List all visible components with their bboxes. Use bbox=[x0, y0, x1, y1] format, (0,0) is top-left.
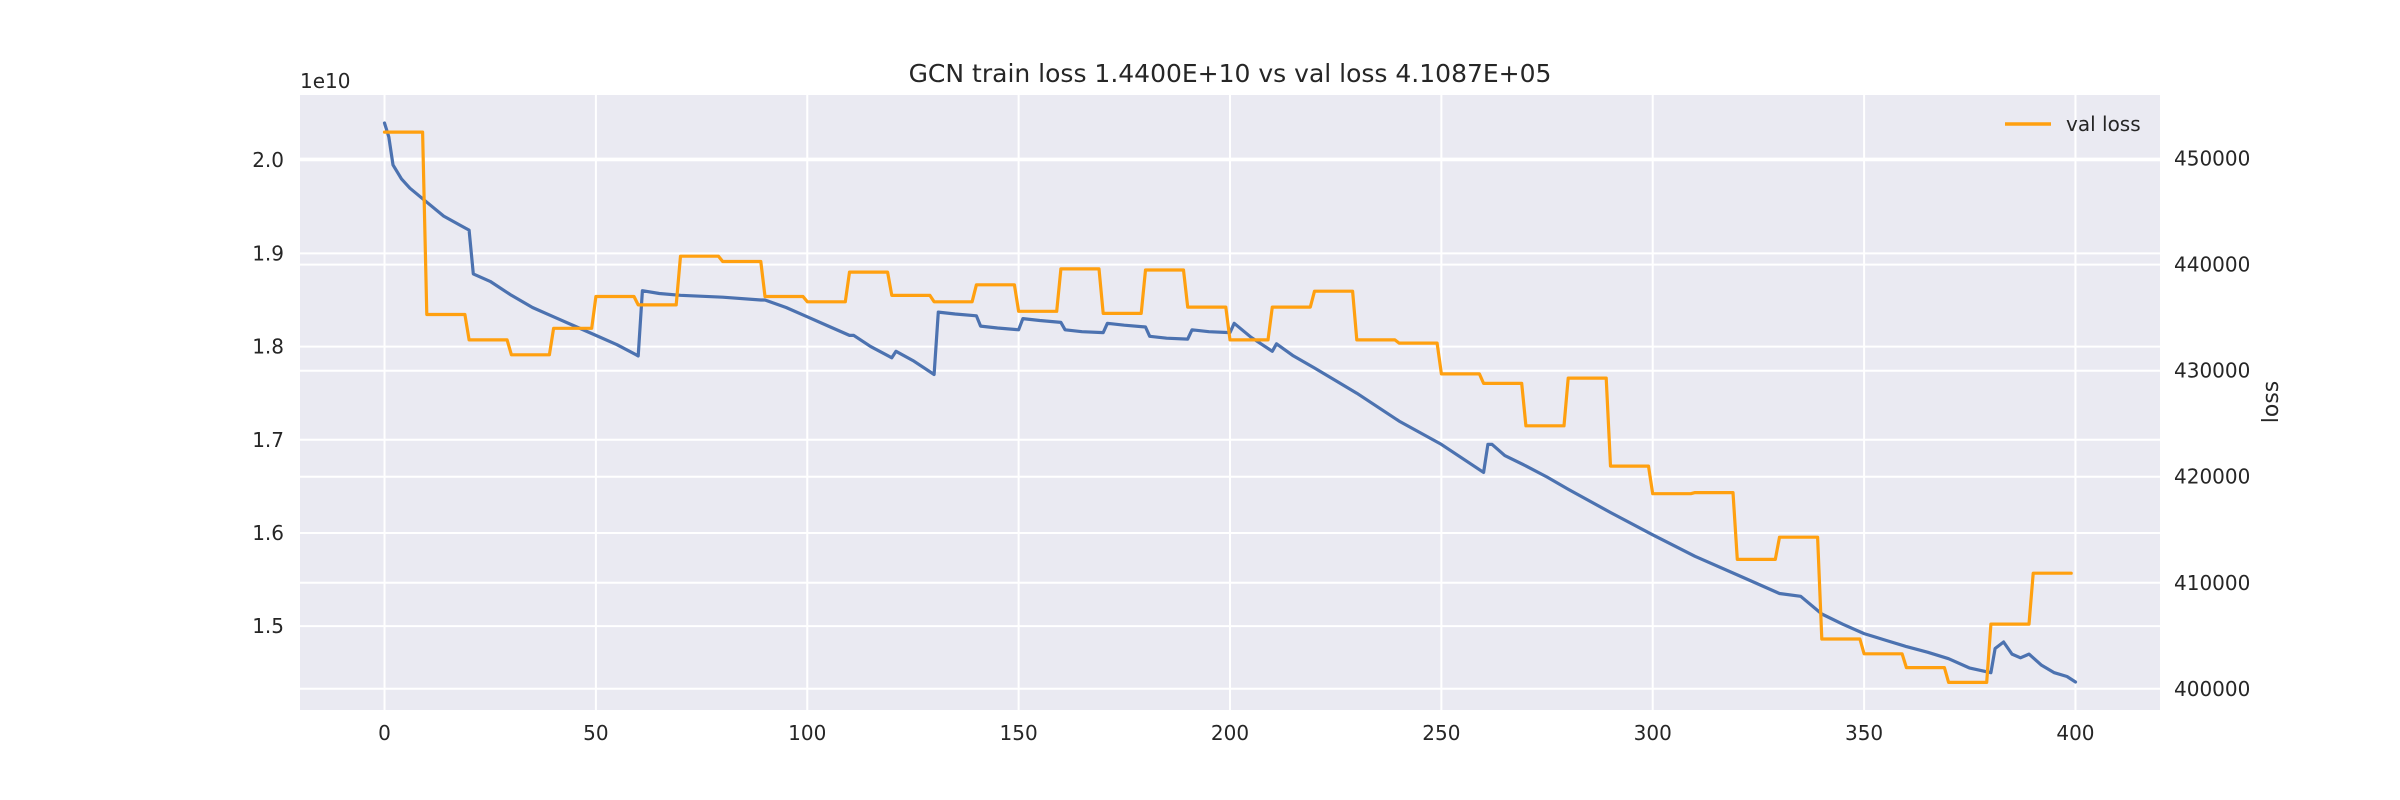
legend: val loss bbox=[2005, 112, 2141, 136]
grid bbox=[300, 95, 2160, 710]
y-right-tick-label: 400000 bbox=[2174, 677, 2250, 701]
y-left-tick-label: 1.8 bbox=[252, 335, 284, 359]
x-tick-label: 300 bbox=[1634, 721, 1672, 745]
y-right-tick-label: 440000 bbox=[2174, 253, 2250, 277]
x-tick-label: 0 bbox=[378, 721, 391, 745]
right-axis-label: loss bbox=[2259, 381, 2284, 424]
y-left-tick-label: 1.6 bbox=[252, 521, 284, 545]
x-tick-label: 50 bbox=[583, 721, 608, 745]
y-right-tick-label: 420000 bbox=[2174, 465, 2250, 489]
x-tick-label: 150 bbox=[1000, 721, 1038, 745]
legend-label-val-loss: val loss bbox=[2066, 112, 2141, 136]
y-left-tick-label: 1.9 bbox=[252, 241, 284, 265]
y-right-tick-label: 450000 bbox=[2174, 147, 2250, 171]
x-tick-label: 200 bbox=[1211, 721, 1249, 745]
y-right-tick-label: 410000 bbox=[2174, 571, 2250, 595]
chart-title: GCN train loss 1.4400E+10 vs val loss 4.… bbox=[909, 59, 1552, 88]
x-tick-label: 100 bbox=[788, 721, 826, 745]
left-axis-multiplier: 1e10 bbox=[300, 69, 350, 93]
x-tick-label: 400 bbox=[2056, 721, 2094, 745]
x-tick-label: 250 bbox=[1422, 721, 1460, 745]
y-left-tick-label: 1.5 bbox=[252, 614, 284, 638]
series-line-val-loss bbox=[382, 130, 2073, 684]
series-layer bbox=[382, 121, 2078, 684]
y-left-tick-label: 2.0 bbox=[252, 148, 284, 172]
y-right-tick-label: 430000 bbox=[2174, 359, 2250, 383]
ticks-layer: 0 50 100 150 200 250 300 350 400 1.5 1.6 1.7 1.8 1.9 2… bbox=[252, 147, 2250, 745]
x-tick-label: 350 bbox=[1845, 721, 1883, 745]
series-line-0 bbox=[382, 121, 2078, 684]
y-left-tick-label: 1.7 bbox=[252, 428, 284, 452]
